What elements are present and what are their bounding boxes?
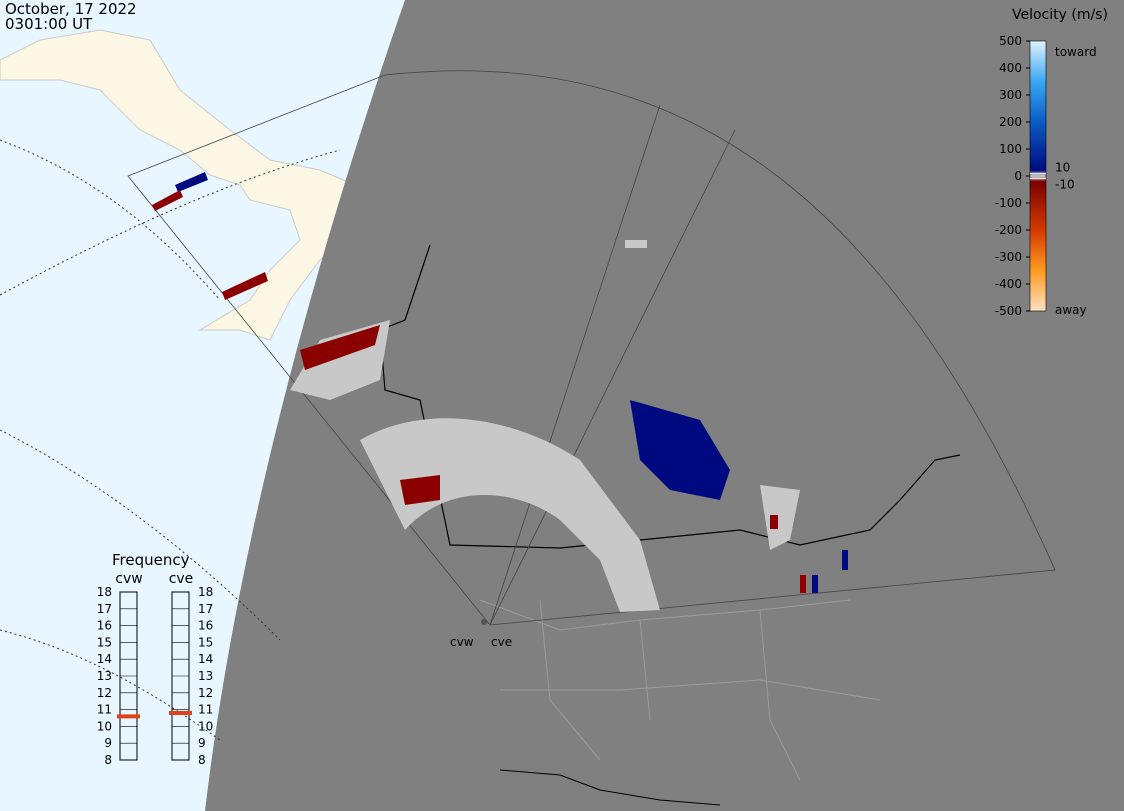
colorbar-tick-label: -200 bbox=[995, 223, 1022, 237]
colorbar-tick-label: -400 bbox=[995, 277, 1022, 291]
latitude-lines bbox=[0, 139, 341, 741]
frequency-tick-label: 11 bbox=[198, 703, 213, 717]
time: 0301:00 UT bbox=[5, 15, 93, 33]
colorbar-tick-label: 500 bbox=[999, 34, 1022, 48]
colorbar-bottom-label: away bbox=[1055, 303, 1087, 317]
date: October, 17 2022 bbox=[5, 0, 137, 18]
frequency-tick-label: 16 bbox=[97, 619, 112, 633]
colorbar-tick-label: -500 bbox=[995, 304, 1022, 318]
radar-name: cvw bbox=[115, 571, 142, 587]
land bbox=[0, 29, 361, 341]
frequency-tick-label: 17 bbox=[198, 602, 213, 616]
colorbar-tick-label: -300 bbox=[995, 250, 1022, 264]
frequency-title: Frequency bbox=[112, 551, 190, 569]
radar-echoes bbox=[152, 172, 848, 612]
frequency-tick-label: 11 bbox=[97, 703, 112, 717]
frequency-tick-label: 10 bbox=[97, 719, 112, 733]
frequency-tick-label: 15 bbox=[97, 635, 112, 649]
frequency-tick-label: 9 bbox=[104, 736, 112, 750]
frequency-tick-label: 13 bbox=[97, 669, 112, 683]
border bbox=[499, 769, 721, 806]
frequency-tick-label: 12 bbox=[198, 686, 213, 700]
frequency-tick-label: 14 bbox=[97, 652, 112, 666]
state-lines bbox=[479, 599, 881, 781]
frequency-tick-label: 16 bbox=[198, 619, 213, 633]
frequency-tick-label: 10 bbox=[198, 719, 213, 733]
radar-label: cve bbox=[491, 635, 512, 649]
radar-label: cvw bbox=[450, 635, 474, 649]
colorbar-tick-label: 100 bbox=[999, 142, 1022, 156]
radar-name: cve bbox=[169, 571, 194, 587]
frequency-tick-label: 17 bbox=[97, 602, 112, 616]
colorbar bbox=[1029, 40, 1047, 312]
colorbar-tick-label: 300 bbox=[999, 88, 1022, 102]
colorbar-tick-label: 0 bbox=[1014, 169, 1022, 183]
frequency-tick-label: 15 bbox=[198, 635, 213, 649]
frequency-tick-label: 8 bbox=[104, 753, 112, 767]
colorbar-inner-label: -10 bbox=[1055, 178, 1075, 192]
frequency-tick-label: 8 bbox=[198, 753, 206, 767]
frequency-tick-label: 18 bbox=[97, 585, 112, 599]
colorbar-tick-label: -100 bbox=[995, 196, 1022, 210]
night-shade bbox=[205, 0, 1124, 811]
frequency-tick-label: 18 bbox=[198, 585, 213, 599]
frequency-tick-label: 9 bbox=[198, 736, 206, 750]
colorbar-tick-label: 400 bbox=[999, 61, 1022, 75]
colorbar-tick-label: 200 bbox=[999, 115, 1022, 129]
radar-site bbox=[481, 619, 487, 625]
colorbar-top-label: toward bbox=[1055, 45, 1097, 59]
frequency-tick-label: 14 bbox=[198, 652, 213, 666]
colorbar-title: Velocity (m/s) bbox=[1012, 7, 1108, 23]
colorbar-inner-label: 10 bbox=[1055, 160, 1070, 174]
frequency-tick-label: 13 bbox=[198, 669, 213, 683]
frequency-tick-label: 12 bbox=[97, 686, 112, 700]
field-of-view bbox=[127, 70, 1056, 626]
